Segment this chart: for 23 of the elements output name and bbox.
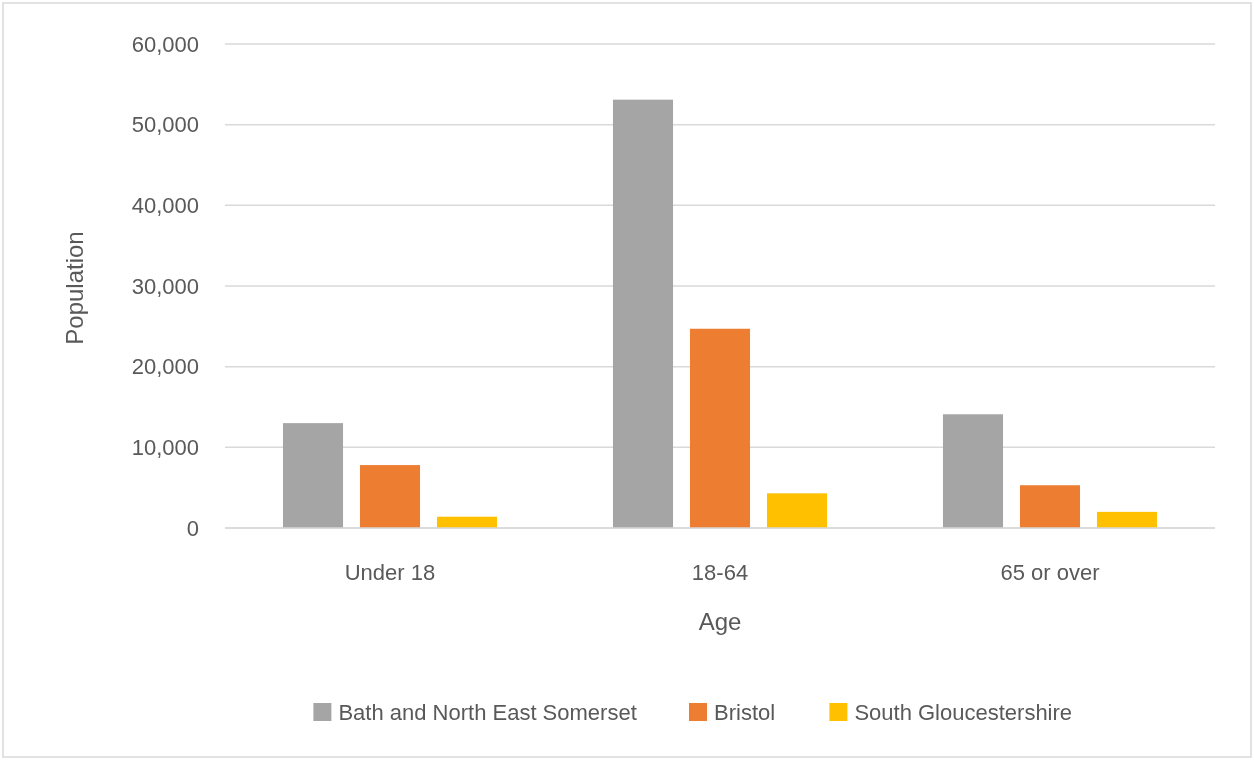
x-axis-title: Age — [698, 608, 742, 635]
y-axis-title: Population — [61, 231, 88, 345]
x-tick-label: 18-64 — [691, 560, 749, 585]
bar — [766, 493, 828, 528]
bar — [359, 465, 421, 528]
bar — [1096, 511, 1158, 528]
y-tick-label: 40,000 — [131, 193, 199, 219]
legend-label: Bristol — [714, 699, 776, 725]
y-tick-label: 10,000 — [131, 435, 199, 461]
y-tick-label: 20,000 — [131, 354, 199, 380]
y-tick-label: 60,000 — [131, 31, 199, 57]
legend-label: South Gloucestershire — [854, 699, 1073, 725]
y-tick-label: 50,000 — [131, 112, 199, 138]
y-tick-label: 0 — [186, 515, 199, 541]
legend-label: Bath and North East Somerset — [338, 699, 637, 725]
bar — [612, 99, 674, 528]
bar — [942, 414, 1004, 528]
bar — [689, 328, 751, 528]
x-tick-label: Under 18 — [344, 560, 436, 585]
y-tick-label: 30,000 — [131, 273, 199, 299]
bar — [1019, 485, 1081, 528]
x-tick-label: 65 or over — [1000, 560, 1100, 585]
bar — [282, 423, 344, 528]
